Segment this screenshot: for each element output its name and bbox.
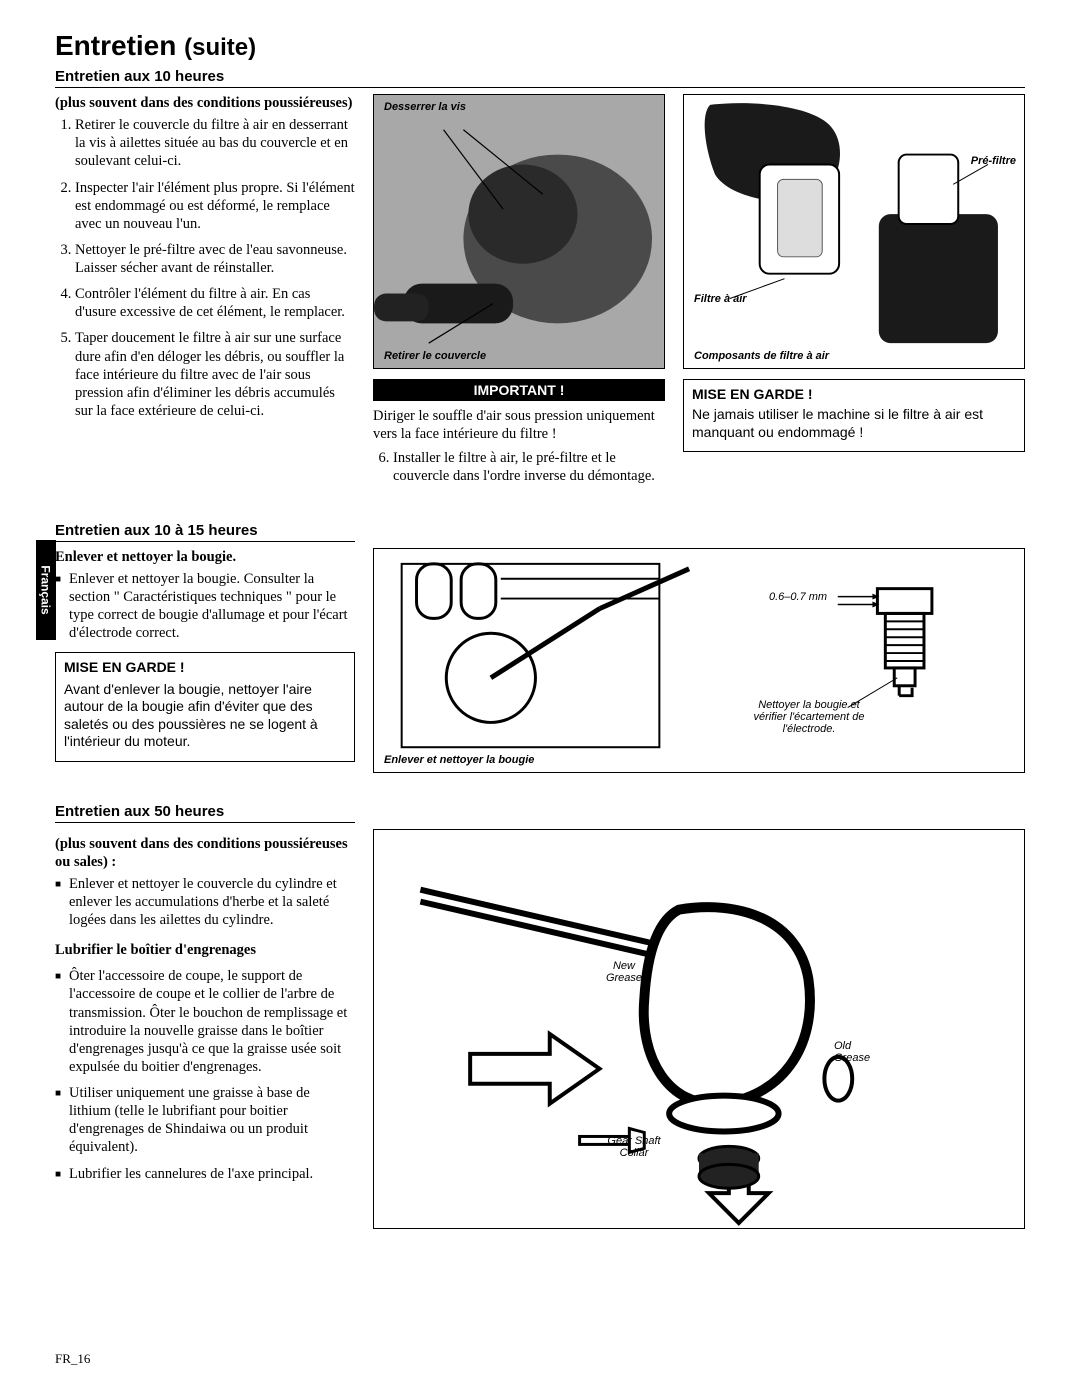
sec10-left-col: (plus souvent dans des conditions poussi… [55,94,355,428]
figure-air-filter-photo: Desserrer la vis Retirer le couvercle [373,94,665,369]
warning-box-1: MISE EN GARDE ! Ne jamais utiliser le ma… [683,379,1025,452]
page-number: FR_16 [55,1351,90,1367]
figure-label: Gear Shaft Collar [599,1135,669,1159]
list-item: Retirer le couvercle du filtre à air en … [75,116,355,170]
sec50-left-col: (plus souvent dans des conditions poussi… [55,829,355,1229]
figure-caption: Enlever et nettoyer la bougie [384,754,534,766]
list-item: Taper doucement le filtre à air sur une … [75,329,355,420]
figure-label: New Grease [599,960,649,984]
list-item: Lubrifier les cannelures de l'axe princi… [69,1165,355,1183]
figure-label: Retirer le couvercle [384,350,486,362]
list-item: Ôter l'accessoire de coupe, le support d… [69,967,355,1076]
list-item: Nettoyer le pré-filtre avec de l'eau sav… [75,241,355,277]
warning-box-2: MISE EN GARDE ! Avant d'enlever la bougi… [55,652,355,762]
list-item: Utiliser uniquement une graisse à base d… [69,1084,355,1157]
sec1015-left-col: Enlever et nettoyer la bougie. Enlever e… [55,548,355,773]
important-bar: IMPORTANT ! [373,379,665,401]
figure-label: Nettoyer la bougie et vérifier l'écartem… [744,699,874,735]
figure-caption: Composants de filtre à air [694,350,829,362]
list-item: Inspecter l'air l'élément plus propre. S… [75,179,355,233]
section-50h-heading: Entretien aux 50 heures [55,803,355,823]
section-10h-heading: Entretien aux 10 heures [55,68,1025,88]
figure-label: Filtre à air [694,293,747,305]
figure-label: 0.6–0.7 mm [769,591,827,603]
list-item: Enlever et nettoyer la bougie. Consulter… [69,570,355,643]
list-item: Contrôler l'élément du filtre à air. En … [75,285,355,321]
figure-label: Pré-filtre [971,155,1016,167]
figure-gearbox: New Grease Old Grease Gear Shaft Collar [373,829,1025,1229]
page-title: Entretien (suite) [55,30,1025,62]
sec10-center-col: Desserrer la vis Retirer le couvercle IM… [373,94,665,494]
list-item: Enlever et nettoyer le couvercle du cyli… [69,875,355,929]
important-text: Diriger le souffle d'air sous pression u… [373,407,665,443]
figure-filter-components: Pré-filtre Filtre à air Composants de fi… [683,94,1025,369]
figure-label: Old Grease [834,1040,884,1064]
sec10-step-list: Retirer le couvercle du filtre à air en … [55,116,355,420]
language-tab: Français [36,540,56,640]
figure-label: Desserrer la vis [384,101,466,113]
sec10-right-col: Pré-filtre Filtre à air Composants de fi… [683,94,1025,452]
figure-spark-plug: 0.6–0.7 mm Nettoyer la bougie et vérifie… [373,548,1025,773]
section-10-15h-heading: Entretien aux 10 à 15 heures [55,522,355,542]
list-item: Installer le filtre à air, le pré-filtre… [393,449,665,485]
